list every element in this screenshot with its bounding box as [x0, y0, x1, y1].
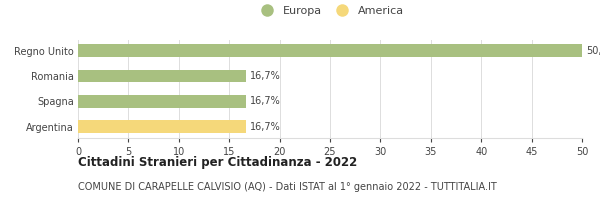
- Text: 16,7%: 16,7%: [250, 122, 281, 132]
- Text: COMUNE DI CARAPELLE CALVISIO (AQ) - Dati ISTAT al 1° gennaio 2022 - TUTTITALIA.I: COMUNE DI CARAPELLE CALVISIO (AQ) - Dati…: [78, 182, 497, 192]
- Text: Cittadini Stranieri per Cittadinanza - 2022: Cittadini Stranieri per Cittadinanza - 2…: [78, 156, 357, 169]
- Bar: [78, 70, 247, 82]
- Bar: [78, 44, 582, 57]
- Text: 50,0%: 50,0%: [586, 46, 600, 56]
- Bar: [78, 120, 247, 133]
- Bar: [78, 95, 247, 108]
- Text: 16,7%: 16,7%: [250, 71, 281, 81]
- Legend: Europa, America: Europa, America: [252, 1, 408, 20]
- Text: 16,7%: 16,7%: [250, 96, 281, 106]
